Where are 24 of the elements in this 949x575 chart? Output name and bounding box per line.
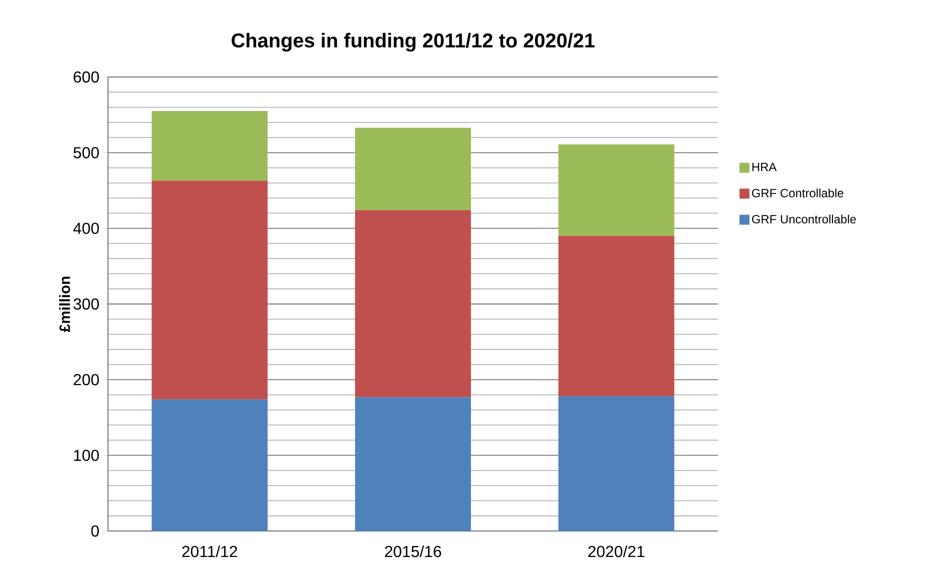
y-tick-label: 600 <box>74 71 99 83</box>
bar <box>355 128 471 210</box>
bar <box>355 397 471 531</box>
y-tick-label: 400 <box>73 222 99 234</box>
x-tick-label: 2020/21 <box>588 545 644 558</box>
bar <box>152 399 268 531</box>
legend-label: HRA <box>752 162 777 172</box>
bar <box>558 144 674 236</box>
y-axis-title: £million <box>59 276 70 332</box>
y-tick-label: 500 <box>74 147 99 158</box>
legend-label: GRF Controllable <box>752 188 844 198</box>
x-tick-label: 2011/12 <box>182 545 238 558</box>
y-tick-label: 300 <box>74 298 99 310</box>
bar <box>152 180 268 400</box>
x-tick-label: 2015/16 <box>384 545 442 558</box>
bar <box>152 111 268 181</box>
y-tick-label: 0 <box>91 525 99 537</box>
bar <box>558 396 674 531</box>
bar <box>355 210 471 398</box>
chart-title: Changes in funding 2011/12 to 2020/21 <box>232 32 595 52</box>
y-tick-label: 200 <box>74 374 99 386</box>
legend-label: GRF Uncontrollable <box>752 214 856 224</box>
y-tick-label: 100 <box>74 450 99 461</box>
bar <box>558 236 674 396</box>
